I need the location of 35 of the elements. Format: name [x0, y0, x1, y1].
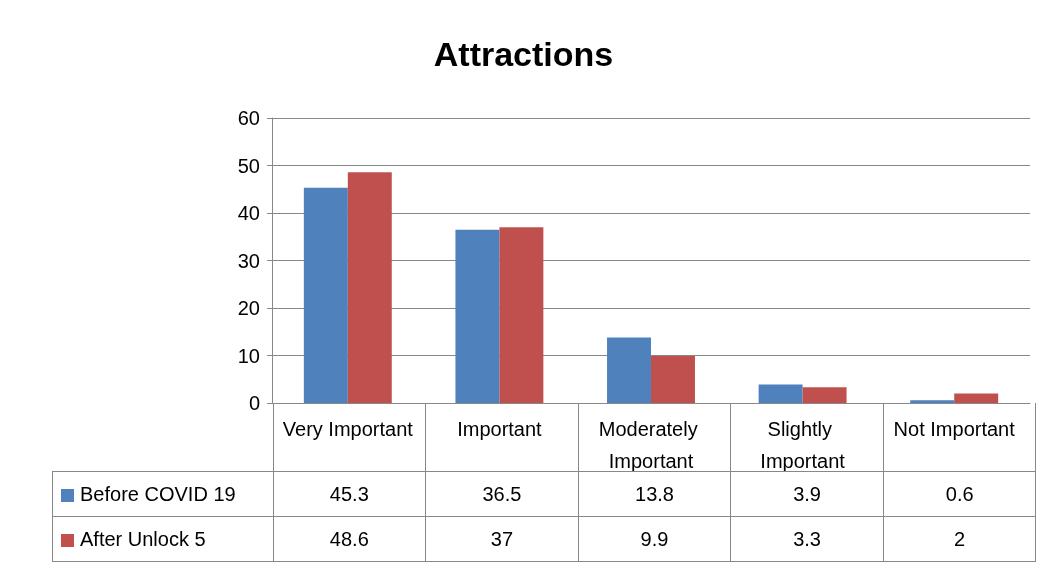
bar [303, 187, 348, 403]
data-label: 37 [425, 516, 579, 562]
y-tick-label: 20 [237, 297, 260, 319]
y-tick-label: 40 [237, 202, 260, 224]
bar [802, 387, 847, 403]
x-tick-label: Moderately Important [598, 418, 704, 472]
y-tick-label: 10 [237, 344, 260, 367]
y-tick-label: 50 [237, 154, 260, 177]
y-tick-label: 0 [248, 392, 260, 414]
x-tick-label: Not Important [893, 418, 1016, 440]
data-label: 2 [883, 516, 1036, 562]
bar [455, 229, 500, 403]
bar [499, 227, 544, 403]
y-tick-label: 30 [237, 249, 260, 272]
bar [651, 355, 695, 403]
x-tick-label: Slightly Important [760, 418, 846, 472]
data-label: 3.9 [730, 471, 884, 517]
legend-label: After Unlock 5 [52, 516, 273, 562]
data-label: 9.9 [578, 516, 731, 562]
data-label: 0.6 [883, 471, 1036, 517]
chart-title: Attractions [433, 35, 614, 73]
y-tick-label: 60 [237, 107, 260, 129]
bar [347, 172, 392, 403]
data-label: 3.3 [730, 516, 884, 562]
bar [910, 400, 955, 403]
data-label: 48.6 [273, 516, 426, 562]
x-tick-label: Very Important [282, 418, 414, 440]
x-tick-label: Important [457, 418, 543, 440]
legend-label: Before COVID 19 [52, 471, 273, 517]
data-label: 13.8 [578, 471, 731, 517]
data-label: 45.3 [273, 471, 426, 517]
bar [607, 337, 651, 403]
bar [758, 384, 803, 403]
bar [954, 393, 999, 403]
data-label: 36.5 [425, 471, 579, 517]
